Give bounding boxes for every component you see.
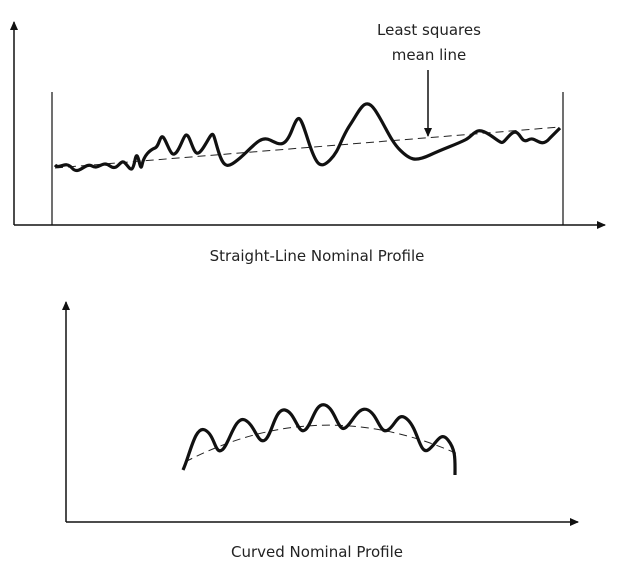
top-diagram: Least squares mean line Straight-Line No… (10, 21, 606, 265)
caption: Curved Nominal Profile (231, 543, 403, 561)
annotation: mean line (392, 46, 466, 64)
caption: Straight-Line Nominal Profile (210, 247, 425, 265)
annotation: Least squares (377, 21, 481, 39)
profile (181, 403, 457, 476)
bottom-diagram: Curved Nominal Profile (62, 301, 579, 561)
profile (53, 102, 562, 173)
